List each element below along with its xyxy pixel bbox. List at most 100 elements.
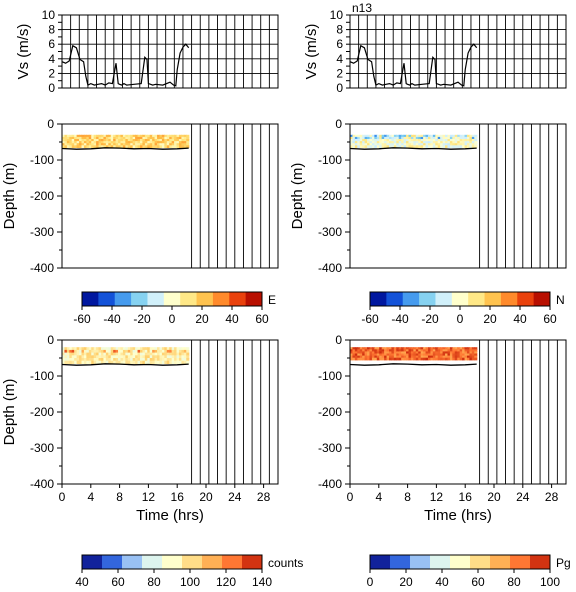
colorbar-bin [390, 555, 411, 569]
heatmap-cell [379, 349, 383, 352]
heatmap-cell [132, 347, 136, 351]
heatmap-cell [76, 139, 80, 142]
heatmap-cell [369, 141, 373, 144]
colorbar-bin [182, 555, 203, 569]
heatmap-cell [403, 134, 407, 138]
heatmap-cell [381, 353, 385, 357]
heatmap-cell [137, 355, 141, 359]
heatmap-cell [449, 349, 453, 352]
heatmap-cell [93, 141, 97, 144]
heatmap-cell [469, 347, 473, 350]
heatmap-cell [457, 357, 461, 361]
heatmap-cell [142, 352, 146, 356]
heatmap-cell [418, 355, 422, 359]
heatmap-cell [403, 357, 407, 361]
heatmap-cell [423, 136, 427, 140]
heatmap-cell [132, 143, 136, 146]
heatmap-cell [93, 352, 97, 356]
heatmap-cell [379, 145, 383, 148]
heatmap-cell [423, 357, 427, 361]
heatmap-cell [125, 134, 129, 138]
heatmap-cell [354, 139, 358, 142]
heatmap-cell [147, 134, 151, 138]
heatmap-cell [122, 136, 126, 140]
heatmap-cell [376, 347, 380, 350]
heatmap-cell [157, 360, 161, 364]
heatmap-cell [132, 349, 136, 354]
heatmap-cell [152, 143, 156, 146]
heatmap-cell [425, 145, 429, 148]
heatmap-cell [364, 141, 368, 144]
heatmap-cell [62, 136, 66, 140]
heatmap-cell [354, 357, 358, 361]
heatmap-cell [406, 357, 410, 361]
heatmap-cell [357, 139, 361, 142]
heatmap-cell [362, 347, 366, 350]
heatmap-cell [144, 141, 148, 144]
heatmap-cell [154, 134, 158, 138]
heatmap-cell [161, 347, 165, 351]
heatmap-cell [415, 141, 419, 144]
heatmap-cell [100, 139, 105, 142]
heatmap-cell [406, 355, 410, 359]
heatmap-cell [425, 351, 429, 355]
heatmap-cell [76, 358, 80, 362]
heatmap-cell [137, 349, 141, 354]
heatmap-cell [178, 358, 183, 362]
speed-tick-label: 6 [336, 37, 343, 51]
heatmap-cell [137, 136, 141, 140]
time-tick-label: 4 [87, 490, 94, 504]
heatmap-cell [164, 134, 168, 138]
heatmap-cell [142, 349, 146, 354]
heatmap-cell [149, 355, 153, 359]
heatmap-cell [437, 136, 441, 140]
speed-frame [349, 14, 567, 89]
heatmap-cell [69, 143, 73, 146]
heatmap-cell [369, 136, 373, 140]
heatmap-cell [91, 347, 95, 351]
heatmap-cell [357, 351, 361, 355]
heatmap-cell [66, 347, 70, 351]
heatmap-cell [64, 349, 68, 354]
heatmap-cell [152, 141, 156, 144]
heatmap-cell [81, 139, 85, 142]
heatmap-cell [142, 136, 146, 140]
heatmap-cell [386, 347, 390, 350]
heatmap-cell [169, 143, 173, 146]
heatmap-cell [406, 353, 410, 357]
heatmap-cell [374, 347, 378, 350]
heatmap-cell [132, 136, 136, 140]
heatmap-cell [125, 143, 129, 146]
heatmap-cell [125, 136, 129, 140]
heatmap-cell [459, 141, 463, 144]
heatmap-cell [423, 347, 427, 350]
heatmap-cell [132, 355, 136, 359]
heatmap-cell [435, 145, 439, 148]
heatmap-cell [149, 145, 153, 148]
heatmap-cell [435, 143, 439, 146]
heatmap-cell [83, 352, 87, 356]
heatmap-cell [161, 141, 165, 144]
heatmap-cell [423, 353, 427, 357]
depth-tick-label: -400 [30, 261, 54, 275]
heatmap-cell [164, 143, 168, 146]
heatmap-cell [127, 352, 131, 356]
heatmap-cell [454, 355, 458, 359]
heatmap-cell [435, 347, 439, 350]
colorbar-tick-label: -20 [133, 312, 151, 326]
heatmap-cell [388, 134, 393, 138]
heatmap-cell [398, 353, 402, 357]
heatmap-cell [186, 136, 190, 140]
heatmap-cell [181, 143, 185, 146]
heatmap-cell [425, 139, 429, 142]
heatmap-cell [118, 145, 122, 148]
heatmap-cell [147, 136, 151, 140]
heatmap-cell [174, 352, 178, 356]
heatmap-cell [103, 347, 107, 351]
heatmap-cell [176, 136, 180, 140]
heatmap-cell [98, 349, 102, 354]
heatmap-cell [432, 134, 436, 138]
heatmap-cell [83, 139, 87, 142]
heatmap-cell [398, 349, 402, 352]
heatmap-cell [76, 134, 80, 138]
